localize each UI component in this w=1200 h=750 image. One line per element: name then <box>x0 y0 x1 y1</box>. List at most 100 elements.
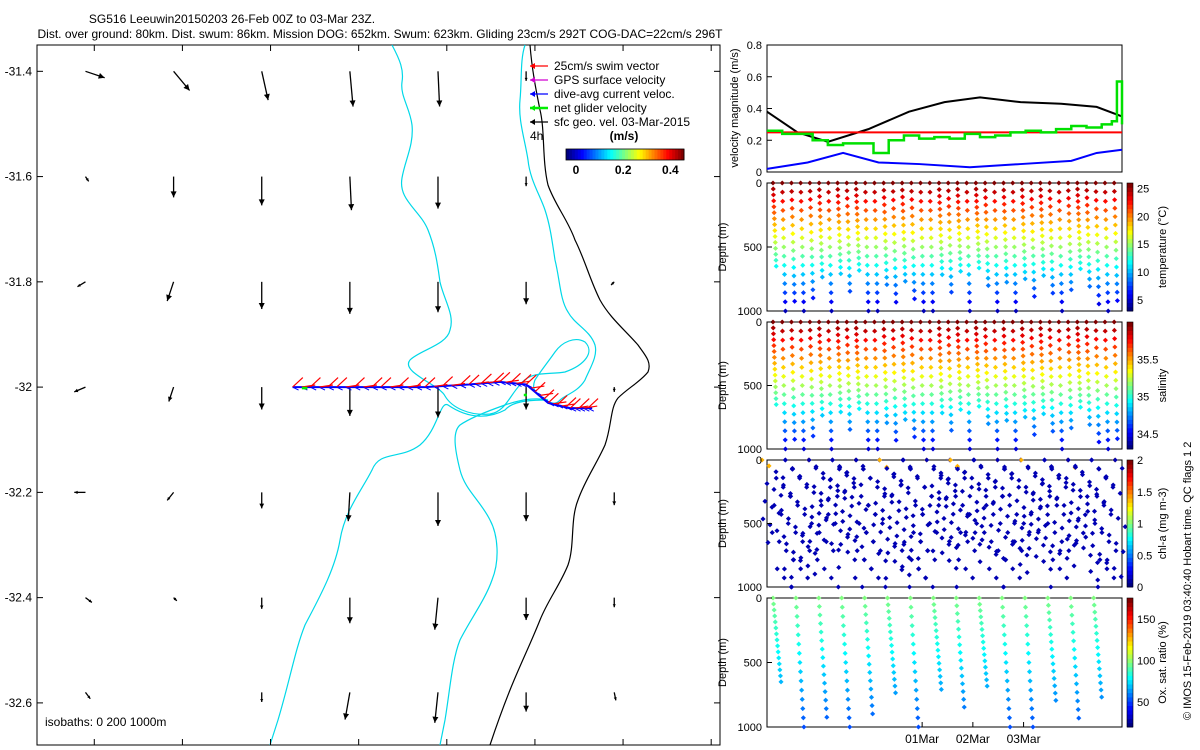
profile-colorbar-cell <box>1127 610 1133 616</box>
profile-point <box>778 511 784 517</box>
profile-colorbar-cell <box>1127 523 1133 529</box>
profile-point <box>957 650 963 656</box>
profile-point <box>781 566 787 572</box>
profile-point <box>1048 374 1054 380</box>
profile-point <box>1077 494 1084 500</box>
profile-point <box>1120 549 1126 555</box>
profile-point <box>1039 352 1045 358</box>
profile-point <box>861 557 867 563</box>
profile-point <box>891 669 897 676</box>
profile-point <box>984 677 990 683</box>
profile-point <box>773 475 779 481</box>
glider-track <box>292 371 599 412</box>
profile-colorbar-cell <box>1127 649 1133 655</box>
isobaths-label: isobaths: 0 200 1000m <box>45 715 166 729</box>
profile-colorbar-cell <box>1127 432 1133 437</box>
profile-point <box>957 394 963 400</box>
profile-point <box>1112 214 1118 220</box>
profile-point <box>868 566 874 572</box>
profile-point <box>1058 271 1064 277</box>
profile-point <box>799 244 805 250</box>
profile-point <box>1052 530 1058 536</box>
profile-point <box>1022 595 1028 601</box>
profile-point <box>865 437 871 443</box>
profile-point <box>790 369 796 375</box>
current-vector <box>474 383 482 388</box>
profile-point <box>1059 437 1065 443</box>
geo-vector-head <box>346 409 353 416</box>
profile-point <box>842 495 848 501</box>
profile-ytick-label: 1000 <box>738 306 762 318</box>
speed-series-green <box>767 80 1124 155</box>
profile-point <box>838 541 844 547</box>
geo-vector-head <box>349 100 356 107</box>
geo-vector-head <box>523 515 530 522</box>
profile-point <box>808 221 814 227</box>
profile-point <box>845 357 851 363</box>
profile-point <box>892 274 898 280</box>
profile-point <box>1095 396 1101 402</box>
profile-point <box>1105 290 1111 296</box>
profile-point <box>977 541 983 547</box>
speed-ytick-label: 0 <box>756 167 762 179</box>
speed-series-black <box>766 96 1123 143</box>
profile-point <box>829 308 835 314</box>
profile-point <box>939 259 945 265</box>
profile-point <box>1046 483 1052 489</box>
profile-point <box>1059 446 1065 452</box>
profile-point <box>811 490 817 496</box>
profile-point <box>955 626 962 632</box>
profile-point <box>1044 503 1050 509</box>
figure-title-line1: SG516 Leeuwin20150203 26-Feb 00Z to 03-M… <box>89 12 375 26</box>
profile-colorbar-cell <box>1127 191 1133 197</box>
profile-point <box>1010 337 1016 343</box>
profile-point <box>993 392 999 398</box>
profile-point <box>991 319 997 325</box>
profile-point <box>1061 511 1067 517</box>
profile-point <box>1047 180 1053 186</box>
profile-point <box>885 536 891 542</box>
profile-point <box>1105 428 1111 434</box>
profile-point <box>1058 419 1064 425</box>
profile-point <box>800 419 806 425</box>
profile-point <box>1111 319 1117 325</box>
profile-point <box>1000 493 1006 499</box>
profile-point <box>847 281 853 287</box>
profile-point <box>1085 508 1091 514</box>
profile-point <box>1028 509 1034 516</box>
colorbar-cell <box>616 149 620 160</box>
profile-point <box>1075 192 1081 198</box>
profile-point <box>908 604 914 610</box>
geo-vector-head <box>612 388 616 392</box>
profile-point <box>1086 479 1093 485</box>
profile-point <box>1114 298 1120 304</box>
profile-point <box>779 319 785 325</box>
profile-point <box>936 660 942 666</box>
swim-vector <box>547 392 559 404</box>
profile-point <box>781 382 787 389</box>
profile-point <box>1022 414 1028 420</box>
profile-point <box>899 326 905 332</box>
profile-point <box>1037 180 1043 186</box>
profile-point <box>799 696 805 702</box>
profile-colorbar-cell <box>1127 481 1133 486</box>
profile-point <box>778 492 784 498</box>
profile-point <box>1029 335 1035 341</box>
profile-point <box>805 544 811 550</box>
profile-point <box>974 349 980 355</box>
profile-point <box>1099 526 1105 532</box>
profile-colorbar-cell <box>1127 718 1133 724</box>
profile-point <box>796 650 802 656</box>
profile-point <box>982 195 989 201</box>
profile-point <box>760 516 766 522</box>
colorbar-cell <box>633 149 638 160</box>
profile-point <box>1095 275 1101 281</box>
profile-point <box>973 192 979 198</box>
profile-point <box>800 706 806 712</box>
profile-point <box>790 394 797 400</box>
profile-point <box>835 206 842 212</box>
profile-point <box>826 364 833 370</box>
profile-point <box>849 503 855 509</box>
profile-point <box>914 475 921 481</box>
profile-point <box>1025 465 1031 471</box>
